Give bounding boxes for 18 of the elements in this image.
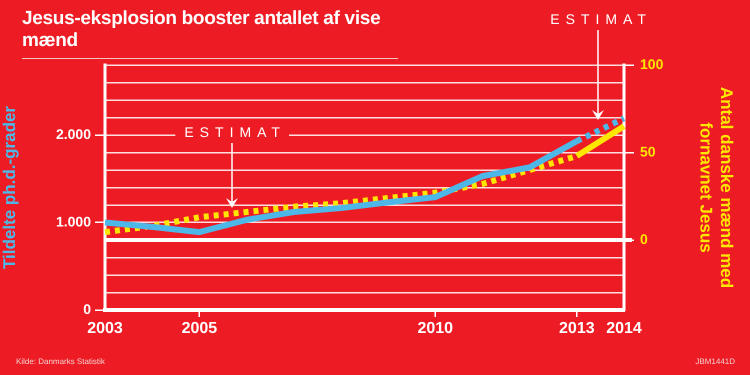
- annotation: ESTIMAT: [184, 124, 286, 140]
- y2-tick-label: 50: [640, 143, 656, 160]
- chart-title: Jesus-eksplosion booster antallet af vise mænd: [22, 8, 398, 59]
- y-tick-label: 1.000: [56, 213, 92, 230]
- text: ESTIMAT: [550, 10, 652, 27]
- x-tick-label: 2013: [559, 320, 595, 338]
- text: JBM1441D: [695, 357, 736, 366]
- x-tick-label: 2014: [606, 320, 642, 338]
- y-tick-label: 2.000: [56, 126, 92, 142]
- y2-axis-title: Antal danske mænd med fornavnet Jesus: [696, 86, 736, 288]
- y2-tick-label: 0: [640, 230, 648, 247]
- x-tick-label: 2003: [87, 320, 123, 338]
- y2-tick-label: 100: [640, 56, 664, 72]
- y-axis-title: Tildelte ph.d.-grader: [0, 106, 19, 270]
- y-tick-label: 0: [83, 300, 92, 317]
- x-tick-label: 2005: [182, 320, 218, 338]
- x-tick-label: 2010: [417, 320, 454, 338]
- text: Kilde: Danmarks Statistik: [16, 357, 106, 366]
